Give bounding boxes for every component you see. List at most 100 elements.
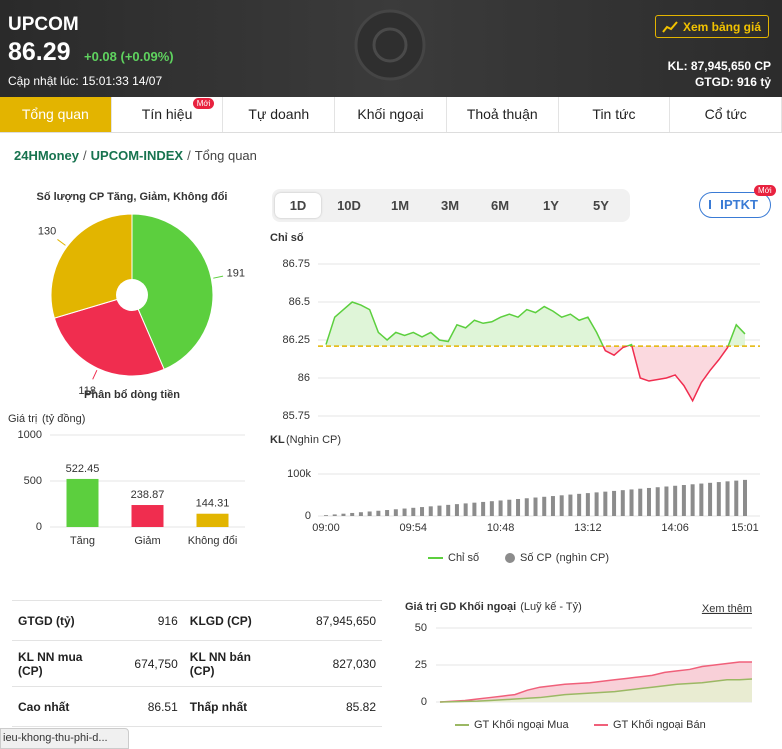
volume-bar xyxy=(454,504,459,516)
volume-bar xyxy=(664,486,669,516)
period-button[interactable]: 6M xyxy=(490,198,510,213)
volume-bar xyxy=(376,510,381,516)
pie-leader xyxy=(213,275,224,279)
period-button[interactable]: 3M xyxy=(440,198,460,213)
x-tick-label: 09:54 xyxy=(400,522,428,534)
tab[interactable]: Cổ tức xyxy=(670,97,782,132)
stats-row: GTGD (tỷ) 916 KLGD (CP) 87,945,650 xyxy=(12,600,382,641)
y-tick-label: 0 xyxy=(36,521,42,533)
pie-leader xyxy=(57,239,66,246)
area-below xyxy=(326,346,745,401)
stat-value: 674,750 xyxy=(96,640,184,687)
tab[interactable]: Thoả thuận xyxy=(447,97,559,132)
tab[interactable]: Tín hiệu Mới xyxy=(112,97,224,132)
volume-bar xyxy=(428,506,433,516)
stat-value: 87,945,650 xyxy=(267,600,382,641)
legend-label: GT Khối ngoại Bán xyxy=(613,719,706,731)
index-price: 86.29 xyxy=(8,38,71,66)
pie-leader xyxy=(92,370,98,380)
breadcrumb: 24HMoney / UPCOM-INDEX / Tổng quan xyxy=(14,148,257,163)
volume-bar xyxy=(446,504,451,516)
legend-label: GT Khối ngoại Mua xyxy=(474,719,569,731)
volume-bar xyxy=(638,488,643,516)
volume-bar xyxy=(681,485,686,516)
pie-label: 118 xyxy=(78,385,96,397)
volume-bar xyxy=(716,482,721,516)
pie-label: 130 xyxy=(38,226,56,238)
volume-bar xyxy=(690,484,695,516)
x-tick-label: 14:06 xyxy=(661,522,689,534)
breadcrumb-item[interactable]: UPCOM-INDEX xyxy=(90,148,184,163)
breadcrumb-item: Tổng quan xyxy=(194,148,257,163)
stat-label: Thấp nhất xyxy=(183,686,268,727)
tab[interactable]: Tự doanh xyxy=(223,97,336,132)
pie-label: 191 xyxy=(227,267,245,279)
status-url: ieu-khong-thu-phi-d... xyxy=(0,728,129,749)
area-line xyxy=(439,678,753,703)
y-tick-label: 85.75 xyxy=(282,410,310,422)
breadcrumb-item[interactable]: 24HMoney xyxy=(14,148,80,163)
chart-title: KL xyxy=(270,434,285,446)
volume-bar xyxy=(550,496,555,516)
x-tick-label: Không đổi xyxy=(188,535,238,547)
period-button[interactable]: 1Y xyxy=(543,198,559,213)
bar xyxy=(66,478,99,527)
volume-bar xyxy=(734,480,739,516)
tab[interactable]: Khối ngoại xyxy=(335,97,447,132)
tab[interactable]: Tin tức xyxy=(559,97,671,132)
y-axis-label: Giá trị xyxy=(8,413,37,425)
volume-bar xyxy=(542,496,547,516)
volume-bar xyxy=(358,512,363,516)
stat-value: 916 xyxy=(96,600,184,641)
area-fill xyxy=(440,662,752,702)
volume-bar xyxy=(629,489,634,516)
volume-bar xyxy=(533,497,538,516)
volume-bar xyxy=(603,491,608,516)
x-tick-label: Giảm xyxy=(134,535,160,547)
area-fill xyxy=(440,679,752,702)
period-button[interactable]: 1D xyxy=(289,198,307,213)
see-more-link[interactable]: Xem thêm xyxy=(702,603,752,615)
x-tick-label: 10:48 xyxy=(487,522,515,534)
stats-table: GTGD (tỷ) 916 KLGD (CP) 87,945,650 KL NN mua… xyxy=(12,600,382,727)
tab[interactable]: Tổng quan xyxy=(0,97,112,132)
chart-title: Giá trị GD Khối ngoại xyxy=(405,601,516,613)
volume-bar xyxy=(708,482,713,516)
legend-label: Số CP xyxy=(520,552,552,564)
period-button[interactable]: 10D xyxy=(337,198,361,213)
area-above xyxy=(326,302,745,347)
updated-time: Cập nhật lúc: 15:01:33 14/07 xyxy=(8,74,163,88)
ptkt-badge: Mới xyxy=(754,185,776,196)
chart-title: Chỉ số xyxy=(270,232,304,244)
volume-bar xyxy=(393,509,398,516)
period-button[interactable]: 5Y xyxy=(593,198,609,213)
chart-title: Phân bổ dòng tiền xyxy=(84,389,180,401)
y-tick-label: 500 xyxy=(24,475,42,487)
pie-hole xyxy=(116,279,148,311)
volume-bar xyxy=(612,490,617,516)
stats-row: KL NN mua (CP) 674,750 KL NN bán (CP) 827,0… xyxy=(12,640,382,687)
x-tick-label: Tăng xyxy=(70,535,95,547)
volume-bar xyxy=(699,483,704,516)
ptkt-button[interactable]: PTKT xyxy=(699,192,771,218)
volume-bar xyxy=(463,503,468,516)
y-tick-label: 25 xyxy=(415,659,427,671)
index-line xyxy=(602,346,729,403)
stat-label: KLGD (CP) xyxy=(183,600,268,641)
chart-subtitle: (Nghìn CP) xyxy=(286,434,341,446)
price-board-button[interactable]: Xem bảng giá xyxy=(655,15,769,38)
total-value: GTGD: 916 tỷ xyxy=(694,75,771,89)
stat-label: Cao nhất xyxy=(12,686,96,727)
volume-bar xyxy=(743,479,747,516)
stat-label: GTGD (tỷ) xyxy=(12,600,96,641)
y-tick-label: 0 xyxy=(421,696,427,708)
volume-bar xyxy=(655,487,660,516)
y-tick-label: 100k xyxy=(287,468,311,480)
period-button[interactable]: 1M xyxy=(390,198,410,213)
period-active xyxy=(275,193,321,218)
volume-bar xyxy=(725,481,730,516)
price-board-icon xyxy=(662,21,678,33)
volume-bar xyxy=(568,494,573,516)
legend-marker xyxy=(505,553,515,563)
stat-label: KL NN mua (CP) xyxy=(12,640,96,687)
